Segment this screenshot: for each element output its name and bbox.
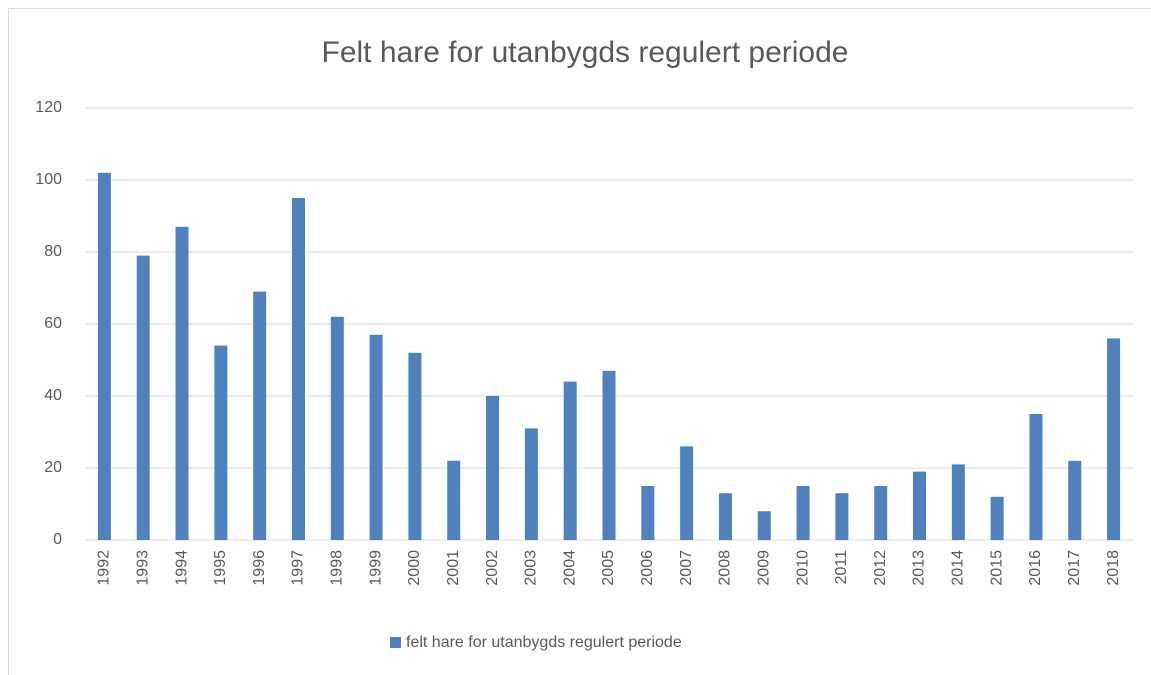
x-tick-label: 2016 [1027,550,1044,586]
y-tick-label: 40 [44,387,62,404]
x-tick-label: 2000 [406,550,423,586]
y-tick-label: 60 [44,315,62,332]
bar [951,464,965,540]
x-tick-label: 2006 [639,550,656,586]
y-tick-label: 0 [53,531,62,548]
bar [1029,414,1043,540]
bar [175,226,189,541]
bar [563,381,577,540]
bar [1107,338,1121,540]
bar [874,486,888,540]
bar [214,345,228,540]
x-tick-label: 1995 [212,550,229,586]
x-tick-label: 1996 [251,550,268,586]
x-tick-label: 1994 [173,550,190,586]
bar [447,460,461,540]
x-tick-label: 2014 [950,550,967,586]
y-tick-label: 120 [35,99,62,116]
bar [641,486,655,540]
bar [369,334,383,540]
x-tick-label: 1993 [134,550,151,586]
bar [291,198,305,540]
x-tick-label: 2003 [523,550,540,586]
x-tick-label: 1997 [290,550,307,586]
chart-border [8,8,1151,675]
x-tick-label: 2008 [717,550,734,586]
x-tick-label: 2015 [988,550,1005,586]
y-tick-label: 20 [44,459,62,476]
bar [97,172,111,541]
x-tick-label: 2002 [484,550,501,586]
x-tick-label: 2017 [1066,550,1083,586]
bar [253,291,267,540]
bar [408,352,422,540]
bar [913,471,927,540]
x-tick-label: 2011 [833,550,850,585]
x-tick-label: 2004 [561,550,578,586]
x-tick-label: 1992 [96,550,113,586]
bar [486,396,500,540]
x-tick-label: 2007 [678,550,695,586]
bar [1068,460,1082,540]
bar [757,511,771,540]
bar [680,446,694,540]
chart-title: Felt hare for utanbygds regulert periode [322,36,849,69]
bar [524,428,538,540]
x-tick-label: 2012 [872,550,889,586]
bar [796,486,810,540]
y-tick-label: 80 [44,243,62,260]
bar [330,316,344,540]
bar [835,493,849,540]
bar [136,255,150,540]
bar [602,370,616,540]
legend-label: felt hare for utanbygds regulert periode [406,634,682,651]
y-tick-label: 100 [35,171,62,188]
legend-swatch [390,637,401,648]
x-tick-label: 2005 [600,550,617,586]
x-tick-label: 2009 [755,550,772,586]
x-tick-label: 1998 [329,550,346,586]
x-tick-label: 2013 [911,550,928,586]
x-tick-label: 2018 [1105,550,1122,586]
x-tick-label: 2001 [445,550,462,586]
bar [718,493,732,540]
x-tick-label: 1999 [367,550,384,586]
x-tick-label: 2010 [794,550,811,586]
bar [990,496,1004,540]
